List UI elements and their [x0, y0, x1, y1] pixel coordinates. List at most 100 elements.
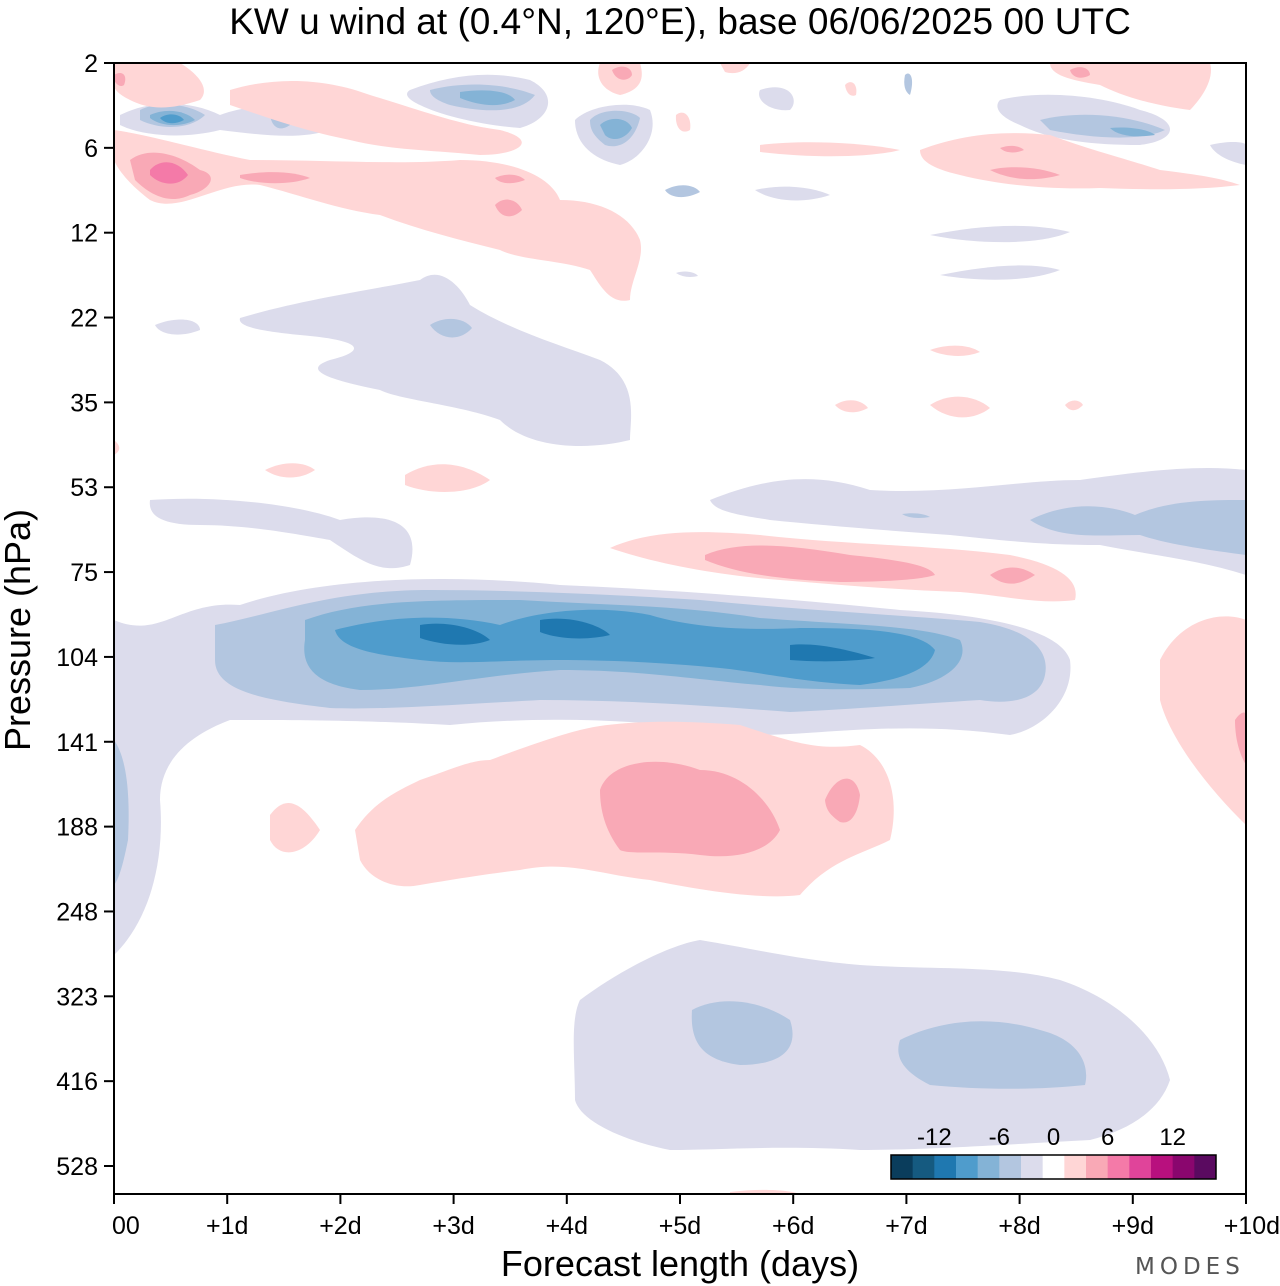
- colorbar-label: -12: [917, 1124, 952, 1151]
- contour-neg-4: [430, 318, 472, 338]
- contour-pos-2: [675, 112, 691, 132]
- contour-neg-10: [790, 644, 875, 662]
- contour-pos-2: [930, 396, 990, 418]
- colorbar-frame: [890, 1154, 1217, 1180]
- contour-pos-4: [1235, 712, 1246, 765]
- contour-pos-4: [705, 545, 935, 582]
- contour-pos-2: [1050, 63, 1211, 110]
- x-axis: 00 +1d +2d +3d +4d +5d +6d +7d +8d +9d +10d: [112, 1194, 1280, 1240]
- colorbar-swatch: [1151, 1155, 1174, 1179]
- colorbar-swatch: [956, 1155, 979, 1179]
- y-tick-label: 35: [70, 389, 98, 417]
- contour-pos-2: [760, 142, 900, 157]
- contour-pos-4: [990, 567, 1035, 584]
- contour-pos-4: [612, 66, 632, 80]
- contour-pos-2: [114, 63, 204, 108]
- contour-neg-2: [755, 186, 830, 201]
- contour-neg-6: [1110, 127, 1155, 137]
- contour-pos-4: [600, 761, 780, 857]
- y-axis-label: Pressure (hPa): [0, 509, 38, 751]
- contour-neg-2: [573, 940, 1170, 1150]
- contour-neg-6: [460, 90, 515, 106]
- contour-pos-2: [114, 130, 642, 301]
- contour-pos-4: [240, 172, 310, 184]
- contour-neg-6: [600, 118, 632, 140]
- y-tick-label: 323: [56, 983, 98, 1011]
- contour-neg-2: [930, 225, 1070, 243]
- x-tick-label: 00: [112, 1212, 140, 1240]
- x-tick-label: +3d: [432, 1212, 474, 1240]
- y-tick-label: 75: [70, 559, 98, 587]
- y-tick-label: 528: [56, 1153, 98, 1181]
- contour-neg-8: [335, 609, 935, 685]
- contour-neg-4: [898, 1021, 1087, 1089]
- contour-pos-2: [405, 464, 490, 492]
- contour-pos-4: [1000, 145, 1024, 153]
- contour-pos-2: [835, 400, 868, 413]
- x-tick-label: +4d: [546, 1212, 588, 1240]
- colorbar-swatch: [934, 1155, 957, 1179]
- x-tick-label: +5d: [659, 1212, 701, 1240]
- colorbar-swatch: [1021, 1155, 1044, 1179]
- contour-neg-2: [940, 265, 1060, 280]
- x-tick-label: +6d: [772, 1212, 814, 1240]
- y-tick-label: 22: [70, 305, 98, 333]
- contour-pos-2: [720, 63, 750, 74]
- contour-pos-2: [845, 82, 857, 96]
- modes-logo: MODES: [1135, 1254, 1245, 1280]
- colorbar-label: -6: [989, 1124, 1010, 1151]
- contour-neg-2: [710, 468, 1246, 575]
- colorbar-swatch: [1172, 1155, 1195, 1179]
- colorbar-swatch: [1042, 1155, 1065, 1179]
- colorbar-swatch: [1086, 1155, 1109, 1179]
- contour-pos-2: [1160, 616, 1246, 825]
- contour-pos-2: [270, 803, 320, 853]
- y-tick-label: 248: [56, 898, 98, 926]
- contour-neg-4: [691, 1001, 793, 1065]
- colorbar-label: 12: [1159, 1124, 1186, 1151]
- contour-neg-2: [155, 319, 200, 335]
- x-tick-label: +8d: [998, 1212, 1040, 1240]
- x-tick-label: +2d: [319, 1212, 361, 1240]
- contour-neg-4: [114, 740, 129, 885]
- contour-pos-2: [230, 80, 522, 155]
- colorbar-swatch: [977, 1155, 1000, 1179]
- contour-pos-4: [114, 73, 126, 87]
- x-axis-label: Forecast length (days): [501, 1243, 859, 1284]
- y-tick-label: 6: [84, 135, 98, 163]
- contour-pos-2: [114, 440, 120, 455]
- contour-neg-2: [676, 271, 698, 277]
- y-tick-label: 104: [56, 644, 98, 672]
- contour-neg-2: [1210, 141, 1246, 165]
- contour-pos-4: [495, 174, 525, 184]
- y-tick-label: 141: [56, 729, 98, 757]
- y-axis: 2 6 12 22 35 53 75 104 141 188 248 323 416 528: [56, 50, 114, 1181]
- contour-pos-2: [920, 133, 1240, 190]
- colorbar-swatch: [1194, 1155, 1217, 1179]
- contour-neg-2: [239, 274, 632, 446]
- contour-pos-2: [265, 463, 315, 478]
- colorbar: -12 -6 0 6 12: [890, 1124, 1217, 1180]
- contour-pos-6: [150, 162, 188, 184]
- colorbar-swatch: [1064, 1155, 1087, 1179]
- contour-pos-2: [930, 345, 980, 356]
- x-tick-label: +10d: [1224, 1212, 1280, 1240]
- y-tick-label: 53: [70, 474, 98, 502]
- y-tick-label: 416: [56, 1068, 98, 1096]
- contour-neg-4: [1030, 500, 1246, 555]
- contour-pos-4: [825, 778, 860, 823]
- contour-neg-4: [902, 513, 930, 518]
- colorbar-swatch: [1107, 1155, 1130, 1179]
- contour-pos-4: [1070, 67, 1090, 78]
- contour-neg-4: [904, 73, 913, 95]
- colorbar-swatch: [999, 1155, 1022, 1179]
- x-tick-label: +7d: [885, 1212, 927, 1240]
- contour-pos-2: [730, 1189, 800, 1194]
- contour-pos-4: [495, 199, 522, 217]
- contour-neg-10: [540, 618, 610, 639]
- contour-neg-2: [455, 369, 510, 377]
- colorbar-swatch: [891, 1155, 914, 1179]
- contour-neg-10: [420, 623, 490, 645]
- colorbar-swatch: [912, 1155, 935, 1179]
